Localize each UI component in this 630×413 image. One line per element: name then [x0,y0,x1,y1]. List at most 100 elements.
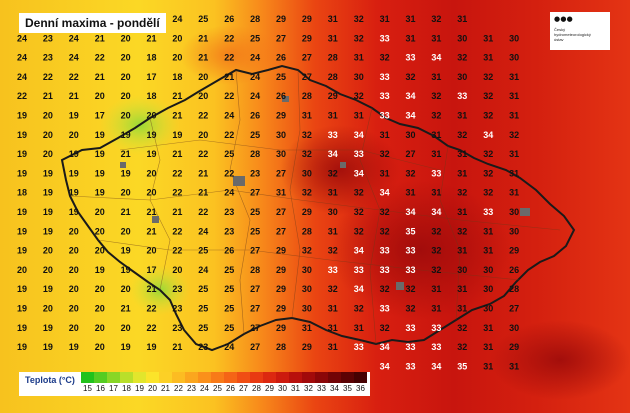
hot-area [330,180,510,320]
temperature-value: 33 [380,246,390,256]
legend-swatch [107,372,120,383]
temperature-value: 32 [457,188,467,198]
temperature-value: 32 [405,284,415,294]
temperature-value: 25 [198,284,208,294]
temperature-value: 30 [483,284,493,294]
temperature-value: 32 [328,168,338,178]
temperature-value: 27 [302,72,312,82]
temperature-value: 30 [405,130,415,140]
temperature-value: 20 [43,130,53,140]
temperature-value: 30 [354,72,364,82]
temperature-value: 27 [509,304,519,314]
temperature-value: 18 [172,72,182,82]
temperature-value: 29 [302,14,312,24]
temperature-value: 29 [302,342,312,352]
temperature-value: 34 [354,246,364,256]
temperature-value: 19 [43,323,53,333]
temperature-value: 20 [95,91,105,101]
temperature-value: 31 [380,168,390,178]
temperature-value: 31 [457,149,467,159]
legend-swatch [341,372,354,383]
temperature-legend: Teplota (°C) 15 16 17 18 19 20 21 22 23 24 25 26 27 2… [19,372,370,396]
temperature-value: 32 [483,72,493,82]
temperature-value: 34 [431,53,441,63]
temperature-value: 19 [17,168,27,178]
temperature-value: 33 [405,361,415,371]
temperature-value: 31 [483,246,493,256]
temperature-value: 31 [431,304,441,314]
legend-label: 19 [135,384,144,393]
temperature-value: 20 [69,265,79,275]
legend-label: 34 [330,384,339,393]
temperature-value: 19 [17,246,27,256]
temperature-value: 20 [95,246,105,256]
temperature-value: 20 [95,284,105,294]
temperature-value: 34 [405,111,415,121]
temperature-value: 34 [380,188,390,198]
temperature-value: 32 [354,91,364,101]
temperature-value: 32 [354,188,364,198]
temperature-value: 31 [405,188,415,198]
temperature-value: 24 [224,111,234,121]
temperature-value: 34 [354,284,364,294]
temperature-value: 31 [457,14,467,24]
temperature-value: 25 [224,284,234,294]
temperature-value: 20 [69,304,79,314]
temperature-value: 22 [224,91,234,101]
temperature-value: 32 [380,284,390,294]
temperature-value: 28 [276,342,286,352]
temperature-value: 32 [354,226,364,236]
temperature-value: 32 [431,111,441,121]
temperature-value: 24 [172,14,182,24]
temperature-value: 19 [43,284,53,294]
temperature-value: 31 [431,130,441,140]
temperature-value: 33 [380,33,390,43]
temperature-value: 19 [17,149,27,159]
temperature-value: 20 [121,226,131,236]
temperature-value: 33 [405,342,415,352]
temperature-value: 20 [17,265,27,275]
temperature-value: 19 [17,111,27,121]
legend-swatch [146,372,159,383]
temperature-value: 22 [198,207,208,217]
temperature-value: 20 [43,304,53,314]
temperature-value: 24 [17,53,27,63]
temperature-value: 30 [483,304,493,314]
temperature-value: 22 [224,33,234,43]
temperature-value: 33 [328,265,338,275]
temperature-value: 29 [276,284,286,294]
temperature-value: 25 [224,149,234,159]
legend-title: Teplota (°C) [25,375,75,385]
temperature-value: 35 [405,226,415,236]
legend-swatch [237,372,250,383]
temperature-value: 19 [43,342,53,352]
temperature-value: 33 [380,91,390,101]
temperature-value: 33 [380,304,390,314]
temperature-value: 34 [380,361,390,371]
temperature-value: 32 [483,149,493,159]
legend-swatch [354,372,367,383]
temperature-value: 31 [302,111,312,121]
temperature-value: 33 [354,342,364,352]
temperature-value: 21 [224,72,234,82]
temperature-value: 31 [328,33,338,43]
temperature-value: 19 [17,323,27,333]
temperature-value: 28 [328,53,338,63]
temperature-value: 31 [457,246,467,256]
temperature-value: 19 [95,130,105,140]
temperature-value: 22 [198,111,208,121]
legend-swatch [120,372,133,383]
temperature-value: 22 [172,188,182,198]
temperature-value: 31 [457,304,467,314]
temperature-value: 19 [17,284,27,294]
temperature-value: 29 [276,111,286,121]
temperature-value: 30 [302,168,312,178]
temperature-value: 32 [328,284,338,294]
temperature-value: 31 [431,33,441,43]
temperature-value: 33 [405,265,415,275]
legend-swatch [289,372,302,383]
hot-area [280,125,400,215]
temperature-value: 20 [69,226,79,236]
temperature-value: 20 [121,111,131,121]
temperature-value: 32 [431,265,441,275]
